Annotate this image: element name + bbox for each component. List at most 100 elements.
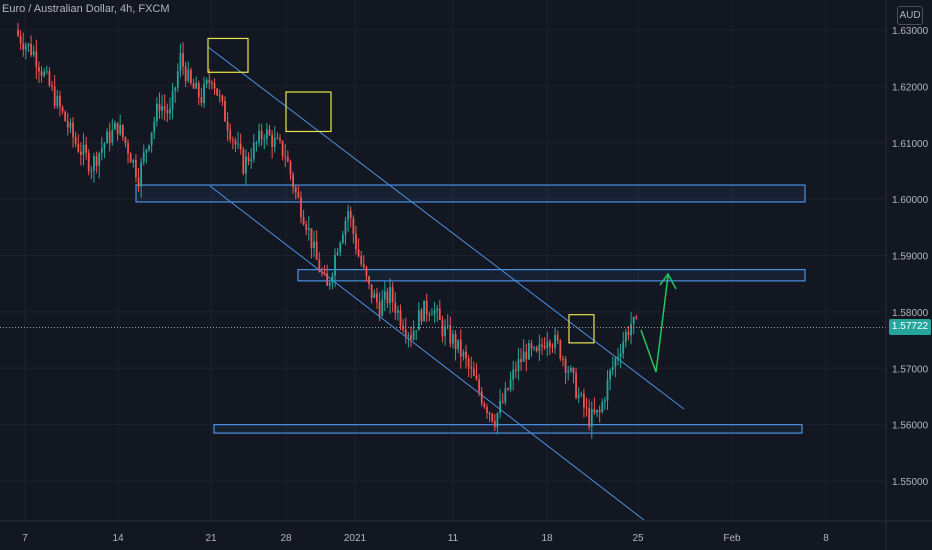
- candle-body: [179, 53, 182, 72]
- y-tick-label: 1.63000: [892, 26, 929, 37]
- candle-body: [307, 228, 310, 230]
- candle-body: [365, 266, 368, 277]
- candle-body: [281, 140, 284, 157]
- candle-body: [140, 161, 143, 187]
- candle-body: [182, 53, 184, 67]
- last-price-tag: 1.57722: [889, 319, 931, 335]
- candle-body: [132, 160, 135, 163]
- time-axis[interactable]: 7 14 21 28 2021 11 18 25 Feb 8: [22, 533, 829, 544]
- candle-body: [258, 130, 260, 143]
- candle-body: [619, 353, 622, 357]
- candle-body: [486, 407, 488, 413]
- candle-body: [577, 394, 580, 398]
- candle-body: [195, 82, 198, 89]
- candle-body: [56, 95, 59, 106]
- candle-body: [522, 351, 525, 362]
- price-axis[interactable]: 1.63000 1.62000 1.61000 1.60000 1.59000 1.580…: [892, 26, 929, 488]
- candle-body: [347, 211, 350, 221]
- candle-body: [394, 302, 397, 313]
- candle-body: [32, 51, 35, 55]
- candle-body: [121, 124, 124, 138]
- candle-body: [106, 131, 108, 144]
- candle-body: [210, 82, 213, 84]
- candle-body: [216, 88, 219, 96]
- candle-body: [35, 51, 38, 68]
- candle-body: [528, 343, 530, 360]
- candle-body: [174, 87, 177, 91]
- candle-body: [467, 358, 470, 368]
- candle-body: [226, 121, 229, 131]
- descending-channel: [207, 46, 685, 521]
- candle-body: [611, 366, 614, 371]
- candle-body: [163, 106, 166, 110]
- candle-body: [339, 242, 342, 253]
- candle-body: [292, 174, 294, 188]
- candle-body: [632, 316, 635, 324]
- candle-body: [530, 343, 533, 349]
- currency-badge[interactable]: AUD: [897, 6, 923, 25]
- candle-body: [381, 299, 384, 316]
- candle-body: [423, 300, 425, 322]
- candle-body: [17, 30, 19, 36]
- candle-body: [543, 346, 546, 349]
- x-tick-label: 14: [112, 533, 124, 544]
- candle-body: [315, 241, 318, 260]
- highlight-box: [285, 91, 332, 133]
- candle-body: [546, 341, 549, 349]
- candle-body: [148, 145, 150, 150]
- candle-body: [412, 330, 415, 340]
- sr-zone: [135, 184, 806, 203]
- candle-body: [564, 358, 567, 373]
- candle-body: [323, 272, 326, 274]
- candle-body: [48, 71, 51, 86]
- candle-body: [601, 402, 604, 412]
- candle-body: [415, 330, 418, 332]
- candle-body: [176, 71, 179, 88]
- candle-body: [297, 192, 300, 198]
- candle-body: [302, 217, 305, 225]
- candle-body: [627, 332, 630, 336]
- x-tick-label: 21: [205, 533, 217, 544]
- candle-body: [459, 339, 462, 357]
- candle-body: [231, 139, 234, 141]
- candle-body: [300, 197, 302, 218]
- candle-body: [606, 379, 609, 401]
- candle-body: [362, 264, 365, 267]
- candle-body: [77, 143, 80, 152]
- candle-body: [425, 300, 428, 315]
- candle-body: [386, 291, 389, 304]
- candlesticks: [17, 23, 638, 439]
- candle-body: [64, 111, 67, 122]
- candle-body: [520, 359, 522, 362]
- candle-body: [111, 129, 114, 143]
- candle-body: [142, 152, 145, 162]
- candle-body: [190, 69, 192, 83]
- candle-body: [321, 271, 323, 273]
- x-tick-label: 7: [22, 533, 28, 544]
- candle-body: [87, 152, 90, 171]
- x-tick-label: 8: [823, 533, 829, 544]
- candle-body: [572, 367, 575, 374]
- support-resistance-zones: [135, 184, 806, 434]
- candle-body: [27, 43, 30, 46]
- candle-body: [449, 325, 452, 344]
- candle-body: [266, 129, 268, 139]
- candle-body: [169, 108, 171, 114]
- candle-body: [263, 138, 266, 140]
- candle-body: [614, 358, 617, 367]
- y-tick-label: 1.60000: [892, 195, 929, 206]
- candle-body: [630, 323, 632, 336]
- candle-body: [336, 252, 339, 255]
- projection-arrow: [640, 272, 677, 373]
- candle-body: [313, 241, 315, 248]
- candle-body: [150, 132, 153, 146]
- candle-body: [250, 159, 253, 162]
- x-tick-label: 2021: [344, 533, 367, 544]
- candle-body: [331, 275, 334, 284]
- candle-body: [470, 367, 473, 369]
- candle-body: [436, 308, 439, 311]
- candle-body: [116, 122, 119, 135]
- candle-body: [129, 153, 132, 163]
- candle-body: [383, 291, 386, 300]
